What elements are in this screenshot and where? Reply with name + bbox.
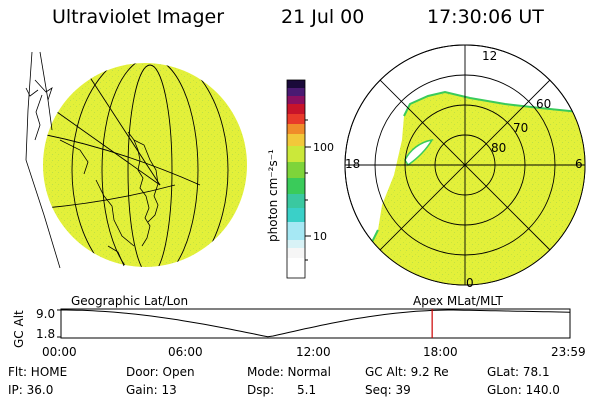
xtick-0000: 00:00	[42, 345, 77, 359]
lat-label-70: 70	[513, 121, 528, 135]
geographic-image	[25, 51, 247, 269]
lat-label-60: 60	[536, 97, 551, 111]
mlt-label-0: 0	[466, 276, 474, 290]
gain-info: Gain: 13	[126, 383, 177, 397]
mode-info: Mode: Normal	[247, 365, 331, 379]
polar-grid	[344, 44, 586, 286]
apex-label: Apex MLat/MLT	[413, 294, 503, 308]
xtick-2359: 23:59	[551, 345, 586, 359]
glon-info: GLon: 140.0	[487, 383, 560, 397]
altitude-ytick-top: 9.0	[36, 307, 55, 321]
lat-label-80: 80	[491, 141, 506, 155]
door-info: Door: Open	[126, 365, 195, 379]
xtick-1800: 18:00	[423, 345, 458, 359]
time-label: 17:30:06 UT	[427, 6, 544, 28]
coastline	[34, 79, 159, 267]
colorbar-tick-10: 10	[313, 230, 327, 243]
altitude-ytick-bottom: 1.8	[36, 327, 55, 341]
colorbar-tick-100: 100	[313, 141, 334, 154]
colorbar-unit-label: photon cm⁻²s⁻¹	[266, 149, 280, 242]
altitude-plot: GC Alt 9.0 1.8 00:00 06:00 12:00 18:00 2…	[12, 307, 586, 359]
polar-image: 12 18 6 0 60 70 80	[344, 44, 586, 290]
geographic-label: Geographic Lat/Lon	[71, 294, 189, 308]
lat-lon-grid	[43, 63, 247, 267]
glat-info: GLat: 78.1	[487, 365, 550, 379]
mlt-label-6: 6	[575, 157, 583, 171]
mlt-label-12: 12	[482, 49, 497, 63]
flight-info: Flt: HOME	[8, 365, 68, 379]
xtick-0600: 06:00	[168, 345, 203, 359]
xtick-1200: 12:00	[296, 345, 331, 359]
altitude-ylabel: GC Alt	[12, 310, 26, 348]
instrument-title: Ultraviolet Imager	[52, 6, 225, 28]
seq-info: Seq: 39	[365, 383, 411, 397]
off-disk-lines	[25, 51, 61, 269]
ip-info: IP: 36.0	[8, 383, 54, 397]
altitude-curve	[61, 309, 571, 338]
gc-alt-info: GC Alt: 9.2 Re	[365, 365, 449, 379]
date-label: 21 Jul 00	[281, 6, 365, 28]
color-scale-bar: 100 10 photon cm⁻²s⁻¹	[266, 79, 334, 279]
dsp-info: Dsp: 5.1	[247, 383, 317, 397]
mlt-label-18: 18	[345, 157, 360, 171]
